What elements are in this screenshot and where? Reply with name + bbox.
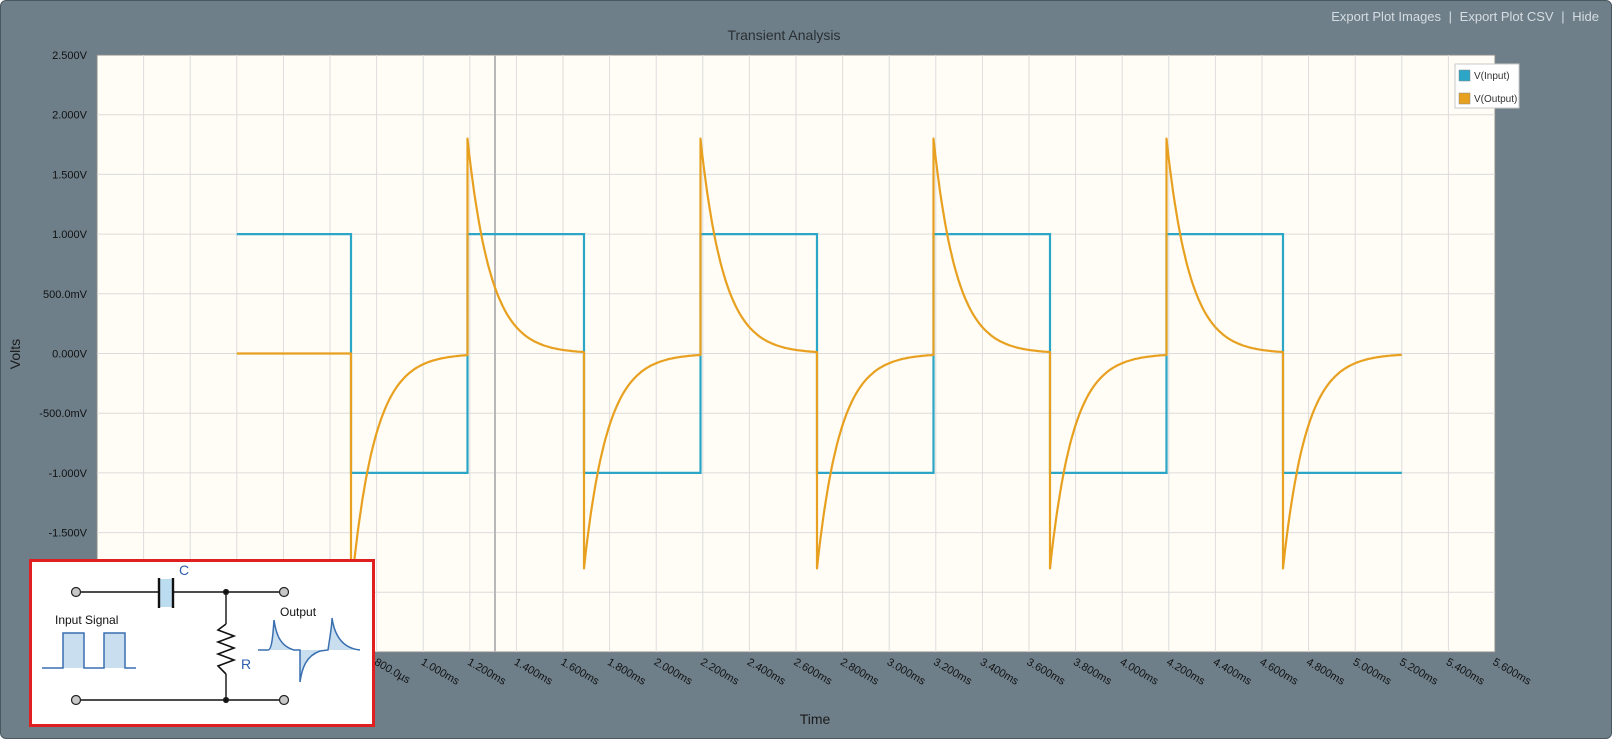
toolbar-separator: | (1448, 9, 1453, 24)
series-layer (236, 137, 1402, 594)
plot-toolbar: Export Plot Images | Export Plot CSV | H… (1331, 9, 1599, 24)
input-signal-label: Input Signal (55, 613, 118, 627)
x-tick-label: 800.0µs (372, 656, 413, 686)
x-tick-label: 3.600ms (1025, 656, 1068, 688)
output-label: Output (280, 605, 317, 619)
legend-swatch-output (1458, 92, 1471, 105)
y-tick-label: 2.000V (52, 110, 88, 122)
capacitor-label: C (179, 562, 189, 578)
y-tick-label: -1.500V (48, 528, 87, 540)
x-tick-label: 4.800ms (1304, 656, 1347, 688)
x-axis-label: Time (800, 711, 831, 727)
x-tick-label: 4.600ms (1258, 656, 1301, 688)
y-tick-label: 2.500V (52, 50, 88, 62)
x-tick-label: 3.400ms (978, 656, 1021, 688)
hide-link[interactable]: Hide (1572, 9, 1599, 24)
y-tick-label: 1.500V (52, 169, 88, 181)
legend: V(Input) V(Output) (1454, 63, 1520, 109)
capacitor-symbol (157, 578, 175, 608)
circuit-nodes (70, 586, 290, 706)
x-tick-label: 3.000ms (885, 656, 928, 688)
x-tick-label: 1.200ms (465, 656, 508, 688)
toolbar-separator: | (1561, 9, 1565, 24)
x-tick-label: 5.600ms (1491, 656, 1534, 688)
series-line-output[interactable] (236, 137, 1402, 594)
x-tick-label: 2.000ms (652, 656, 695, 688)
circuit-diagram: C R Input Signal Output (29, 559, 375, 727)
y-axis-label: Volts (7, 339, 23, 369)
x-tick-label: 2.400ms (745, 656, 788, 688)
x-tick-label: 5.000ms (1351, 656, 1394, 688)
x-tick-label: 4.200ms (1164, 656, 1207, 688)
legend-label-input: V(Input) (1474, 71, 1510, 82)
x-tick-label: 4.000ms (1118, 656, 1161, 688)
y-tick-label: -1.000V (48, 468, 87, 480)
chart-title: Transient Analysis (727, 27, 840, 43)
export-images-link[interactable]: Export Plot Images (1331, 9, 1442, 24)
x-tick-label: 1.400ms (512, 656, 555, 688)
y-tick-label: -500.0mV (39, 408, 87, 420)
resistor-label: R (241, 656, 251, 672)
legend-label-output: V(Output) (1474, 94, 1517, 105)
x-tick-label: 2.600ms (792, 656, 835, 688)
resistor-symbol (215, 623, 237, 675)
output-spike-icon (258, 617, 361, 683)
x-tick-label: 3.800ms (1071, 656, 1114, 688)
x-tick-label: 3.200ms (931, 656, 974, 688)
x-tick-label: 1.000ms (419, 656, 462, 688)
y-tick-label: 500.0mV (43, 289, 88, 301)
input-pulse-icon (42, 632, 136, 669)
x-tick-label: 5.200ms (1397, 656, 1440, 688)
x-axis-ticks: 600.0µs800.0µs1.000ms1.200ms1.400ms1.600… (326, 656, 1534, 688)
y-tick-label: 1.000V (52, 229, 88, 241)
x-tick-label: 2.800ms (838, 656, 881, 688)
x-tick-label: 2.200ms (698, 656, 741, 688)
y-tick-label: 0.000V (52, 349, 88, 361)
x-tick-label: 1.600ms (559, 656, 602, 688)
legend-swatch-input (1458, 69, 1471, 82)
x-tick-label: 4.400ms (1211, 656, 1254, 688)
export-csv-link[interactable]: Export Plot CSV (1459, 9, 1554, 24)
x-tick-label: 5.400ms (1444, 656, 1487, 688)
x-tick-label: 1.800ms (605, 656, 648, 688)
